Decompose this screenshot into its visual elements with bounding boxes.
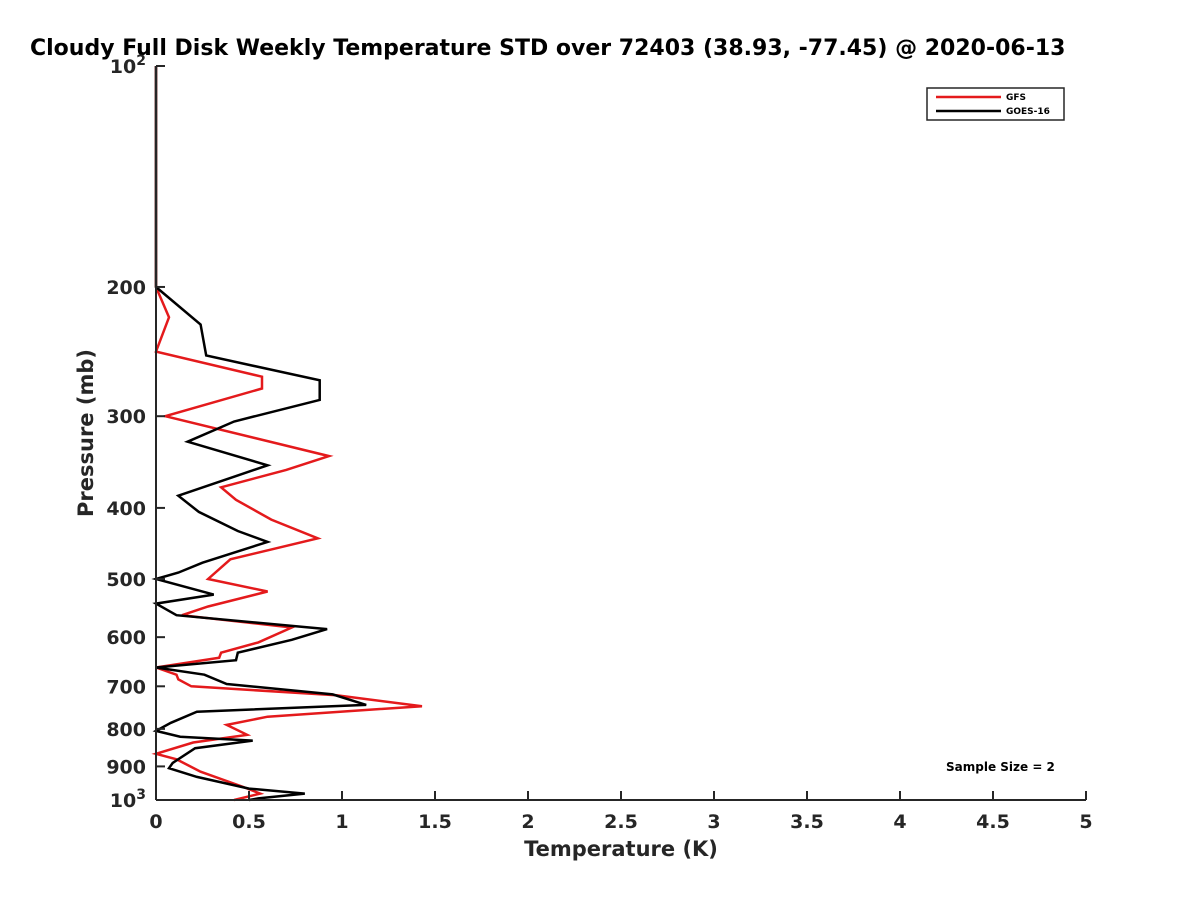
legend-label: GOES-16 <box>1006 107 1050 117</box>
x-tick-label: 0.5 <box>232 811 266 833</box>
series-line-goes-16 <box>151 66 367 802</box>
y-tick-label: 900 <box>106 756 146 778</box>
legend: GFS GOES-16 <box>926 87 1065 121</box>
y-tick-label: 800 <box>106 719 146 741</box>
x-tick-label: 4.5 <box>976 811 1010 833</box>
x-tick-label: 0 <box>149 811 162 833</box>
legend-box <box>926 87 1065 121</box>
y-tick-label: 700 <box>106 676 146 698</box>
chart-title: Cloudy Full Disk Weekly Temperature STD … <box>30 36 1065 61</box>
y-tick-label: 400 <box>106 498 146 520</box>
x-tick-label: 2.5 <box>604 811 638 833</box>
series-line-gfs <box>151 66 423 802</box>
plot-lines <box>151 66 423 802</box>
y-axis-label: Pressure (mb) <box>74 349 98 517</box>
x-tick-label: 1.5 <box>418 811 452 833</box>
sample-size-annotation: Sample Size = 2 <box>946 760 1055 774</box>
x-tick-label: 2 <box>521 811 534 833</box>
y-ticks: 102 200 300 400 500 600 700 800 900 103 <box>106 53 165 812</box>
y-tick-label: 102 <box>110 53 146 78</box>
x-tick-label: 5 <box>1079 811 1092 833</box>
legend-label: GFS <box>1006 93 1026 103</box>
x-tick-label: 3 <box>707 811 720 833</box>
y-tick-label: 500 <box>106 569 146 591</box>
y-tick-label: 600 <box>106 627 146 649</box>
x-axis-label: Temperature (K) <box>524 837 718 861</box>
x-ticks: 0 0.5 1 1.5 2 2.5 3 3.5 4 4.5 5 <box>149 791 1093 833</box>
x-tick-label: 4 <box>893 811 906 833</box>
y-tick-label: 200 <box>106 277 146 299</box>
x-tick-label: 3.5 <box>790 811 824 833</box>
y-tick-label: 103 <box>110 787 146 812</box>
y-tick-label: 300 <box>106 406 146 428</box>
legend-items: GFS GOES-16 <box>936 93 1050 117</box>
x-tick-label: 1 <box>335 811 348 833</box>
